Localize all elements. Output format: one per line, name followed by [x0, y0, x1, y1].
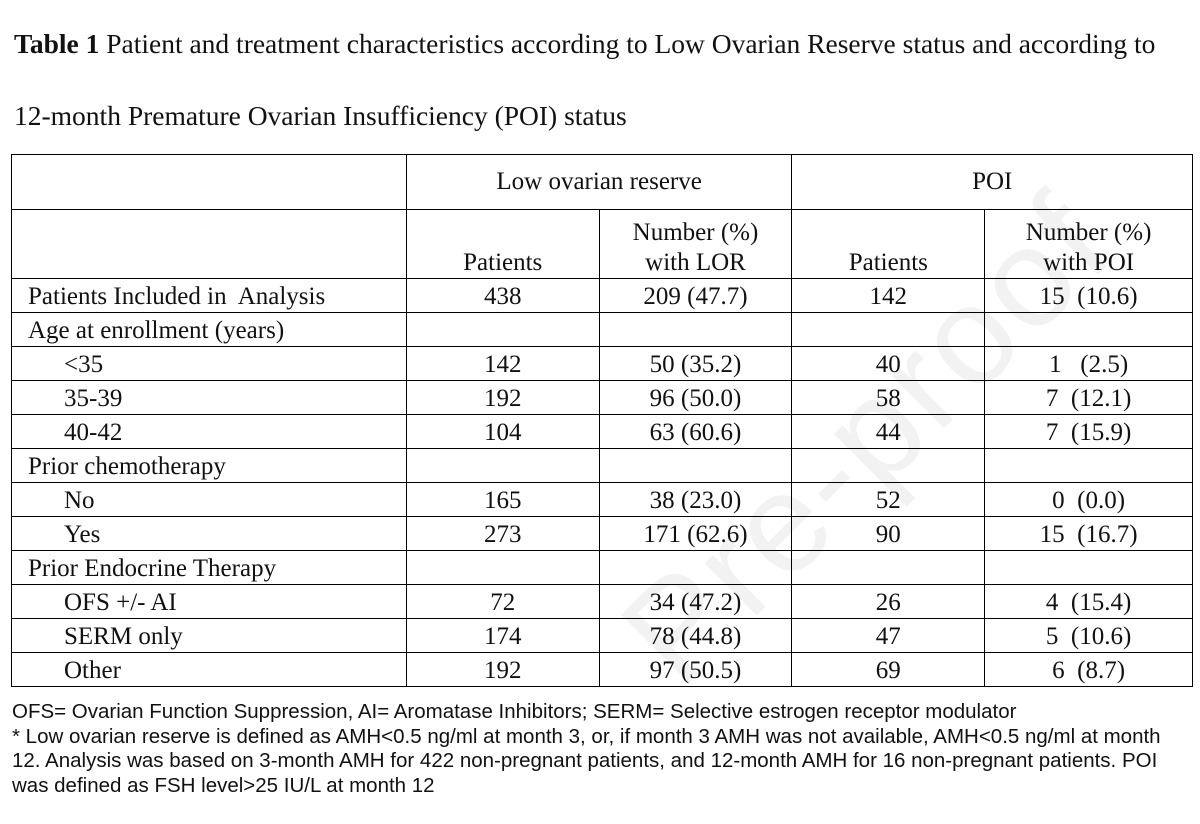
- cell-poi-number: [984, 448, 1193, 483]
- cell-lor-patients: 72: [405, 584, 600, 619]
- group-header-poi: POI: [791, 154, 1193, 210]
- cell-poi-number: 5 (10.6): [984, 618, 1193, 653]
- cell-lor-number: [598, 448, 793, 483]
- cell-poi-patients: 58: [791, 380, 986, 415]
- col-header-line: with POI: [1043, 249, 1135, 276]
- table-row: 35-39 192 96 (50.0) 58 7 (12.1): [11, 380, 1193, 415]
- table-row: No 165 38 (23.0) 52 0 (0.0): [11, 482, 1193, 517]
- row-label: <35: [11, 346, 407, 381]
- col-header-line: with LOR: [645, 249, 746, 276]
- cell-lor-patients: [405, 448, 600, 483]
- footnote-abbreviations: OFS= Ovarian Function Suppression, AI= A…: [12, 700, 1017, 723]
- cell-poi-number: 7 (12.1): [984, 380, 1193, 415]
- row-label: Other: [11, 652, 407, 687]
- table-body: Low ovarian reserve POI Patients Number …: [11, 154, 1193, 687]
- cell-lor-number: 96 (50.0): [598, 380, 793, 415]
- col-header-line: Number (%): [1025, 219, 1152, 246]
- cell-poi-patients: 40: [791, 346, 986, 381]
- cell-lor-patients: 104: [405, 414, 600, 449]
- cell-poi-patients: 52: [791, 482, 986, 517]
- table-row: <35 142 50 (35.2) 40 1 (2.5): [11, 346, 1193, 381]
- table-row: Prior Endocrine Therapy: [11, 550, 1193, 585]
- cell-poi-patients: 47: [791, 618, 986, 653]
- table-row: 40-42 104 63 (60.6) 44 7 (15.9): [11, 414, 1193, 449]
- cell-poi-patients: [791, 448, 986, 483]
- cell-poi-patients: 142: [791, 278, 986, 313]
- row-label: No: [11, 482, 407, 517]
- footnotes: OFS= Ovarian Function Suppression, AI= A…: [12, 700, 1192, 798]
- cell-poi-number: 15 (10.6): [984, 278, 1193, 313]
- table-row: SERM only 174 78 (44.8) 47 5 (10.6): [11, 618, 1193, 653]
- table-row: Age at enrollment (years): [11, 312, 1193, 347]
- cell-lor-number: 97 (50.5): [598, 652, 793, 687]
- cell-lor-number: 50 (35.2): [598, 346, 793, 381]
- cell-lor-patients: 165: [405, 482, 600, 517]
- characteristics-table: Low ovarian reserve POI Patients Number …: [11, 154, 1193, 687]
- row-label: Age at enrollment (years): [11, 312, 407, 347]
- row-label: OFS +/- AI: [11, 584, 407, 619]
- cell-poi-patients: 26: [791, 584, 986, 619]
- cell-poi-patients: [791, 550, 986, 585]
- table-row: Patients Included in Analysis 438 209 (47.…: [11, 278, 1193, 313]
- cell-poi-patients: 69: [791, 652, 986, 687]
- footnote-definitions: * Low ovarian reserve is defined as AMH<…: [12, 724, 1161, 797]
- cell-lor-number: 171 (62.6): [598, 516, 793, 551]
- col-header-poi-number: Number (%) with POI: [984, 209, 1193, 279]
- table-row: Prior chemotherapy: [11, 448, 1193, 483]
- cell-poi-patients: [791, 312, 986, 347]
- cell-poi-number: 1 (2.5): [984, 346, 1193, 381]
- cell-poi-number: 7 (15.9): [984, 414, 1193, 449]
- cell-lor-number: 63 (60.6): [598, 414, 793, 449]
- cell-lor-patients: [405, 550, 600, 585]
- cell-lor-number: [598, 550, 793, 585]
- cell-poi-number: 15 (16.7): [984, 516, 1193, 551]
- col-header-lor-number: Number (%) with LOR: [598, 209, 793, 279]
- cell-lor-patients: 192: [405, 380, 600, 415]
- cell-lor-number: 78 (44.8): [598, 618, 793, 653]
- table-row: Yes 273 171 (62.6) 90 15 (16.7): [11, 516, 1193, 551]
- col-header-poi-patients: Patients: [791, 209, 986, 279]
- group-header-lor: Low ovarian reserve: [405, 154, 793, 210]
- cell-lor-number: [598, 312, 793, 347]
- cell-lor-number: 34 (47.2): [598, 584, 793, 619]
- cell-lor-patients: 142: [405, 346, 600, 381]
- cell-poi-number: 6 (8.7): [984, 652, 1193, 687]
- row-label: Yes: [11, 516, 407, 551]
- cell-lor-number: 209 (47.7): [598, 278, 793, 313]
- cell-poi-number: [984, 550, 1193, 585]
- table-label: Table 1: [14, 28, 100, 59]
- cell-lor-patients: 273: [405, 516, 600, 551]
- row-label: Patients Included in Analysis: [11, 278, 407, 313]
- cell-lor-patients: 174: [405, 618, 600, 653]
- column-header-row: Patients Number (%) with LOR Patients Num…: [11, 209, 1193, 279]
- cell-lor-patients: 192: [405, 652, 600, 687]
- col-header-lor-patients: Patients: [405, 209, 600, 279]
- cell-poi-number: [984, 312, 1193, 347]
- table-title: Table 1 Patient and treatment characteri…: [14, 8, 1194, 152]
- row-label: SERM only: [11, 618, 407, 653]
- empty-header-cell: [11, 154, 407, 210]
- row-label: Prior Endocrine Therapy: [11, 550, 407, 585]
- table-caption: Patient and treatment characteristics ac…: [14, 28, 1156, 131]
- cell-lor-patients: [405, 312, 600, 347]
- col-header-line: Number (%): [632, 219, 759, 246]
- cell-poi-patients: 90: [791, 516, 986, 551]
- row-label: 40-42: [11, 414, 407, 449]
- cell-poi-patients: 44: [791, 414, 986, 449]
- row-label: 35-39: [11, 380, 407, 415]
- cell-lor-patients: 438: [405, 278, 600, 313]
- group-header-row: Low ovarian reserve POI: [11, 154, 1193, 210]
- empty-header-cell: [11, 209, 407, 279]
- table-row: OFS +/- AI 72 34 (47.2) 26 4 (15.4): [11, 584, 1193, 619]
- cell-poi-number: 0 (0.0): [984, 482, 1193, 517]
- row-label: Prior chemotherapy: [11, 448, 407, 483]
- table-row: Other 192 97 (50.5) 69 6 (8.7): [11, 652, 1193, 687]
- cell-poi-number: 4 (15.4): [984, 584, 1193, 619]
- cell-lor-number: 38 (23.0): [598, 482, 793, 517]
